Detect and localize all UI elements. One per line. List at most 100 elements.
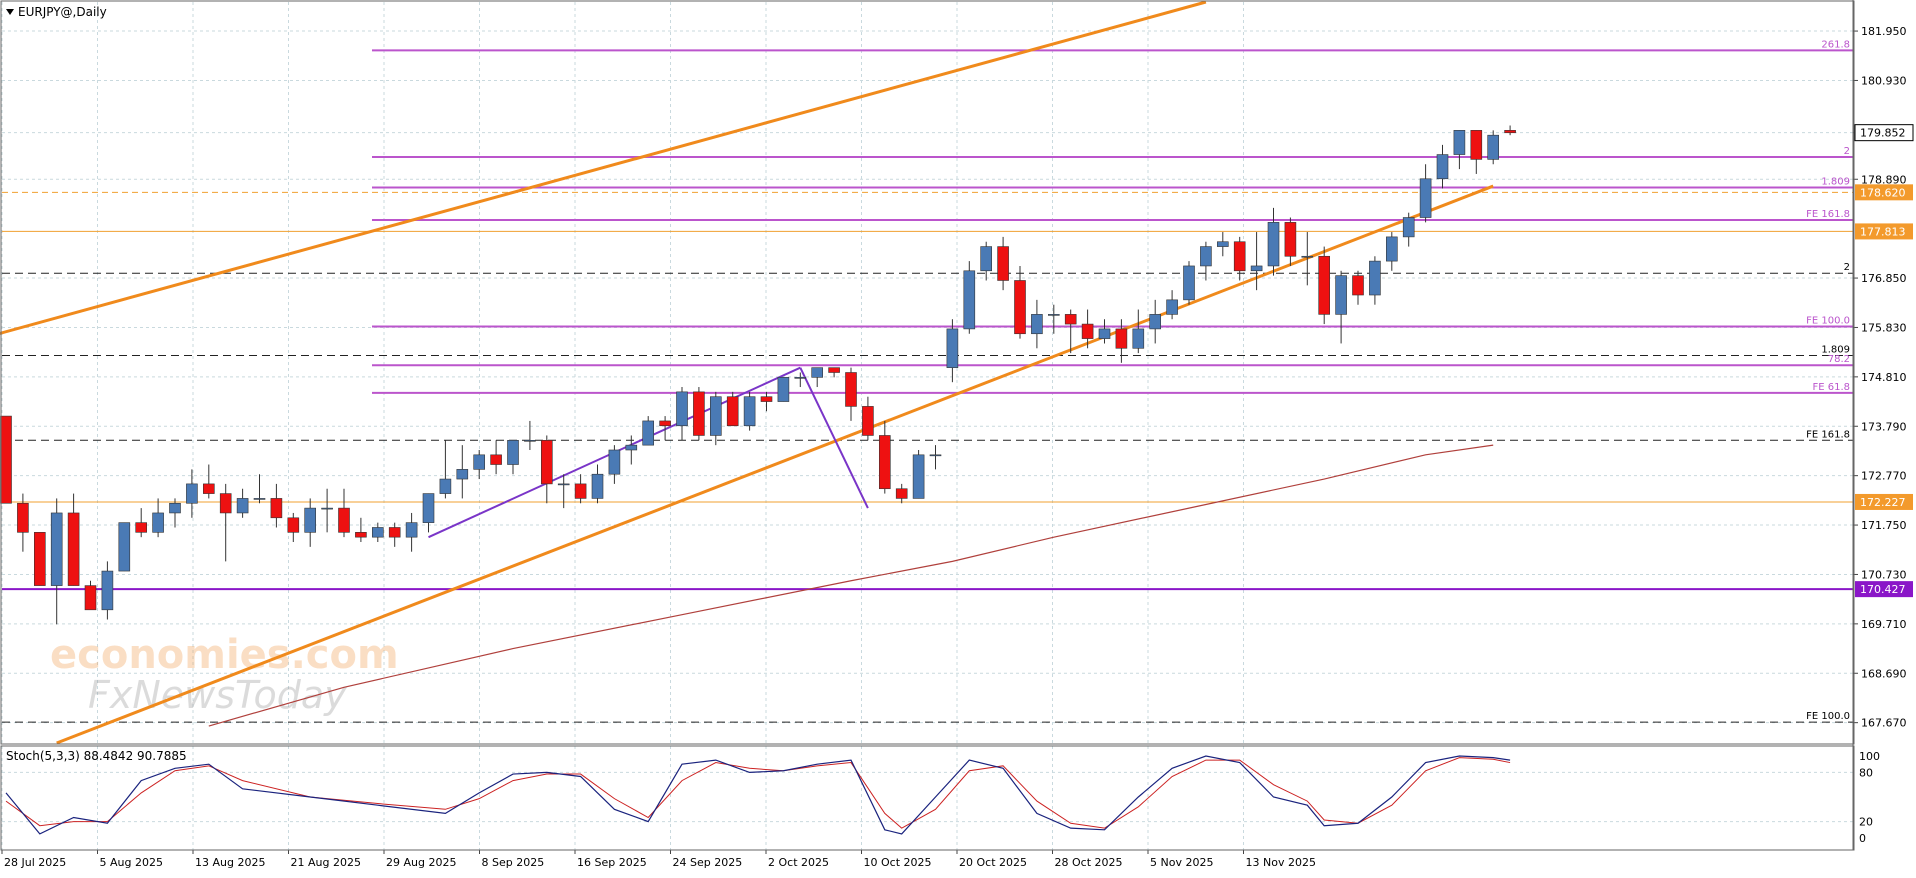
candle xyxy=(1267,207,1280,276)
time-tick-label: 24 Sep 2025 xyxy=(673,856,743,869)
time-tick-label: 13 Aug 2025 xyxy=(195,856,265,869)
time-tick-label: 8 Sep 2025 xyxy=(482,856,545,869)
candle xyxy=(912,449,925,499)
price-tick-label: 180.930 xyxy=(1861,74,1907,87)
candle-body xyxy=(1504,130,1516,134)
candle-body xyxy=(1487,134,1499,160)
price-tick-label: 171.750 xyxy=(1861,519,1907,532)
time-tick-label: 21 Aug 2025 xyxy=(291,856,361,869)
candle xyxy=(878,420,891,494)
candle-body xyxy=(1115,328,1128,349)
dashed-level-label: 1.809 xyxy=(1821,345,1850,356)
price-badge-label: 177.813 xyxy=(1860,225,1906,238)
price-badge xyxy=(1855,493,1913,510)
candle xyxy=(371,522,384,543)
candle xyxy=(219,483,232,562)
candle-body xyxy=(405,522,418,538)
stoch-label: Stoch(5,3,3) 88.4842 90.7885 xyxy=(6,749,187,763)
candle-body xyxy=(490,454,502,465)
time-tick-label: 10 Oct 2025 xyxy=(864,856,932,869)
candle-body xyxy=(33,532,46,586)
candle-body xyxy=(1352,275,1364,296)
candle-body xyxy=(929,454,942,457)
watermark: economies.com FxNewsToday xyxy=(50,632,399,717)
fib-level-label: 2 xyxy=(1844,146,1850,157)
candle xyxy=(405,512,418,552)
watermark-line-1: economies.com xyxy=(50,632,399,678)
stoch-tick-label: 20 xyxy=(1859,816,1873,829)
candle-body xyxy=(1200,246,1212,267)
candle-body xyxy=(1453,130,1466,155)
candle xyxy=(1200,241,1212,281)
candle-body xyxy=(963,270,976,330)
candle xyxy=(1064,309,1077,354)
candle xyxy=(304,498,317,547)
candle-body xyxy=(287,517,300,533)
candle xyxy=(203,464,215,499)
candle-body xyxy=(608,449,621,475)
candle xyxy=(693,387,705,441)
candle xyxy=(439,440,452,499)
candle xyxy=(1284,217,1297,266)
candle-body xyxy=(625,444,638,451)
candle xyxy=(118,522,131,572)
price-badge xyxy=(1855,184,1913,201)
candle-body xyxy=(828,367,840,373)
candle xyxy=(709,391,722,446)
stoch-main-line xyxy=(5,755,1511,835)
candle-body xyxy=(1419,178,1432,218)
time-tick-label: 16 Sep 2025 xyxy=(577,856,647,869)
candle-body xyxy=(186,483,198,504)
candle xyxy=(0,415,12,504)
price-tick-label: 173.790 xyxy=(1861,420,1907,433)
candle xyxy=(1504,125,1516,136)
candle xyxy=(456,445,469,499)
candle-body xyxy=(1386,236,1398,262)
candle xyxy=(828,367,840,378)
candle xyxy=(929,445,942,470)
candles xyxy=(0,125,1516,625)
candle xyxy=(17,493,29,552)
candle xyxy=(67,493,80,586)
price-badge xyxy=(1855,223,1913,240)
time-tick-label: 2 Oct 2025 xyxy=(768,856,829,869)
price-badge-label: 172.227 xyxy=(1860,496,1906,509)
candle xyxy=(152,498,164,538)
price-tick-label: 175.830 xyxy=(1861,321,1907,334)
candle-body xyxy=(1267,222,1280,267)
candle xyxy=(946,319,959,383)
candle-body xyxy=(507,440,519,465)
candle-body xyxy=(422,493,435,523)
time-tick-label: 20 Oct 2025 xyxy=(959,856,1027,869)
candle-body xyxy=(524,440,536,442)
candle xyxy=(811,367,824,388)
price-tick-label: 174.810 xyxy=(1861,371,1907,384)
fib-level-label: FE 61.8 xyxy=(1812,382,1850,393)
candle xyxy=(608,445,621,484)
candle-body xyxy=(118,522,131,572)
collapse-triangle-icon[interactable] xyxy=(6,9,14,15)
candle-body xyxy=(777,377,790,402)
stoch-tick-label: 100 xyxy=(1859,750,1880,763)
candle xyxy=(355,517,367,543)
candle-body xyxy=(152,512,164,533)
candle xyxy=(101,561,114,620)
price-tick-label: 170.730 xyxy=(1861,568,1907,581)
price-badge-label: 179.852 xyxy=(1860,127,1906,140)
candle-body xyxy=(17,502,29,533)
candle xyxy=(760,391,773,412)
candle xyxy=(642,416,655,446)
fib-level-label: FE 161.8 xyxy=(1806,209,1850,220)
price-badge xyxy=(1855,581,1913,598)
candle-body xyxy=(1132,328,1145,349)
candle-body xyxy=(557,483,570,486)
candle-body xyxy=(67,512,80,586)
candle xyxy=(574,474,587,504)
candle-body xyxy=(912,454,925,499)
candle-body xyxy=(84,585,97,611)
channel-line xyxy=(0,0,1207,335)
candle xyxy=(1217,232,1229,257)
candle xyxy=(33,532,46,586)
candle-body xyxy=(1335,275,1347,315)
